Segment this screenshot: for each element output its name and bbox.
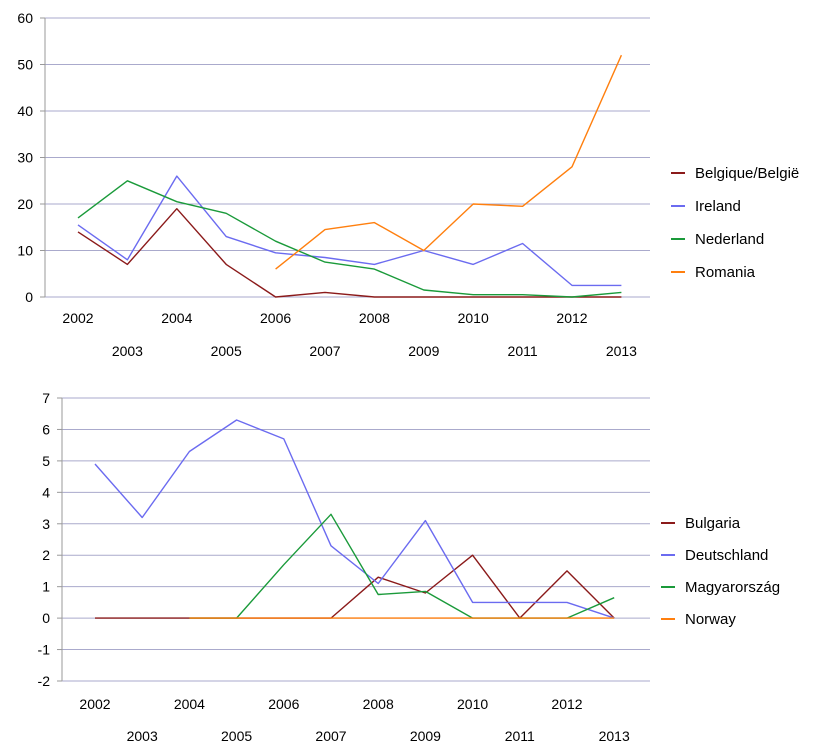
y-tick-label: -1 bbox=[38, 642, 51, 658]
series-line bbox=[77, 175, 622, 287]
y-tick-label: -2 bbox=[38, 673, 51, 689]
y-tick-label: 4 bbox=[42, 484, 50, 500]
y-tick-label: 3 bbox=[42, 516, 50, 532]
x-tick-label: 2007 bbox=[315, 728, 346, 744]
y-tick-labels-bottom: -2 -1 0 1 2 3 4 5 6 7 bbox=[38, 390, 51, 689]
x-tick-label: 2011 bbox=[508, 343, 538, 359]
legend-label: Magyarország bbox=[685, 579, 780, 596]
y-tick-label: 40 bbox=[17, 103, 33, 119]
legend-label: Norway bbox=[685, 611, 736, 628]
y-tick-label: 1 bbox=[42, 579, 50, 595]
x-tick-label: 2007 bbox=[309, 343, 340, 359]
axes-bottom bbox=[57, 397, 63, 682]
x-tick-label: 2006 bbox=[260, 310, 291, 326]
x-tick-label: 2002 bbox=[62, 310, 93, 326]
series-line bbox=[77, 180, 622, 298]
y-tick-label: 50 bbox=[17, 57, 33, 73]
legend: Belgique/België Ireland Nederland Romania bbox=[671, 165, 799, 281]
x-tick-label: 2002 bbox=[79, 696, 110, 712]
x-tick-label: 2011 bbox=[505, 728, 535, 744]
legend-label: Romania bbox=[695, 264, 756, 281]
x-tick-labels: 2002 2003 2004 2005 2006 2007 2008 2009 2010 2011… bbox=[62, 310, 637, 359]
x-tick-label: 2005 bbox=[221, 728, 252, 744]
y-tick-label: 10 bbox=[17, 243, 33, 259]
x-tick-label: 2005 bbox=[211, 343, 242, 359]
series-lines-bottom bbox=[94, 419, 615, 619]
x-tick-labels-bottom: 2002 2003 2004 2005 2006 2007 2008 2009 2010 2011… bbox=[79, 696, 630, 744]
axes bbox=[40, 17, 46, 298]
y-tick-label: 0 bbox=[42, 610, 50, 626]
y-tick-label: 30 bbox=[17, 150, 33, 166]
legend-label: Bulgaria bbox=[685, 515, 741, 532]
grid-lines bbox=[45, 17, 650, 298]
x-tick-label: 2004 bbox=[174, 696, 205, 712]
x-tick-label: 2013 bbox=[606, 343, 637, 359]
x-tick-label: 2004 bbox=[161, 310, 192, 326]
x-tick-label: 2012 bbox=[551, 696, 582, 712]
x-tick-label: 2008 bbox=[363, 696, 394, 712]
y-tick-label: 2 bbox=[42, 547, 50, 563]
series-line bbox=[275, 54, 623, 270]
x-tick-label: 2012 bbox=[556, 310, 587, 326]
legend-label: Ireland bbox=[695, 198, 741, 215]
x-tick-label: 2006 bbox=[268, 696, 299, 712]
series-lines bbox=[77, 54, 623, 298]
y-tick-labels: 0 10 20 30 40 50 60 bbox=[17, 10, 33, 305]
x-tick-label: 2008 bbox=[359, 310, 390, 326]
legend-label: Belgique/België bbox=[695, 165, 799, 182]
x-tick-label: 2009 bbox=[408, 343, 439, 359]
x-tick-label: 2003 bbox=[127, 728, 158, 744]
series-line bbox=[94, 419, 615, 619]
legend-label: Nederland bbox=[695, 231, 764, 248]
series-line bbox=[95, 554, 615, 619]
x-tick-label: 2013 bbox=[599, 728, 630, 744]
legend-label: Deutschland bbox=[685, 547, 768, 564]
x-tick-label: 2010 bbox=[457, 696, 488, 712]
x-tick-label: 2009 bbox=[410, 728, 441, 744]
x-tick-label: 2010 bbox=[458, 310, 489, 326]
y-tick-label: 60 bbox=[17, 10, 33, 26]
series-line bbox=[77, 208, 622, 298]
y-tick-label: 7 bbox=[42, 390, 50, 406]
y-tick-label: 0 bbox=[25, 289, 33, 305]
x-tick-label: 2003 bbox=[112, 343, 143, 359]
y-tick-label: 6 bbox=[42, 421, 50, 437]
y-tick-label: 20 bbox=[17, 196, 33, 212]
grid-lines-bottom bbox=[62, 397, 650, 682]
legend-bottom: Bulgaria Deutschland Magyarország Norway bbox=[661, 515, 780, 628]
y-tick-label: 5 bbox=[42, 453, 50, 469]
